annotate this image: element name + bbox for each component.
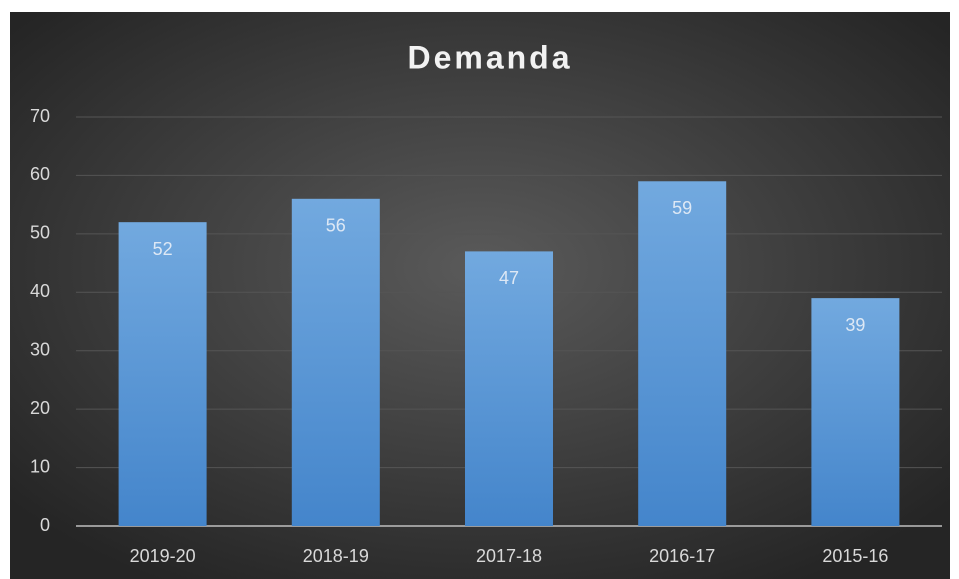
y-tick-label: 0 [40,515,50,535]
data-label: 52 [153,239,173,259]
y-tick-label: 40 [30,281,50,301]
x-tick-label: 2019-20 [130,546,196,566]
bar [465,251,553,526]
bar [291,198,380,527]
data-label: 56 [326,216,346,236]
y-tick-label: 20 [30,398,50,418]
y-tick-label: 70 [30,106,50,126]
y-tick-label: 50 [30,223,50,243]
data-label: 39 [845,315,865,335]
x-tick-label: 2018-19 [303,546,369,566]
bar [638,181,727,526]
x-tick-label: 2015-16 [822,546,888,566]
data-label: 59 [672,198,692,218]
x-tick-label: 2017-18 [476,546,542,566]
y-tick-label: 30 [30,339,50,359]
y-tick-label: 10 [30,456,50,476]
bar [118,222,207,526]
data-label: 47 [499,268,519,288]
chart-title: Demanda [407,39,572,75]
x-tick-label: 2016-17 [649,546,715,566]
y-tick-label: 60 [30,164,50,184]
bar [811,298,900,526]
